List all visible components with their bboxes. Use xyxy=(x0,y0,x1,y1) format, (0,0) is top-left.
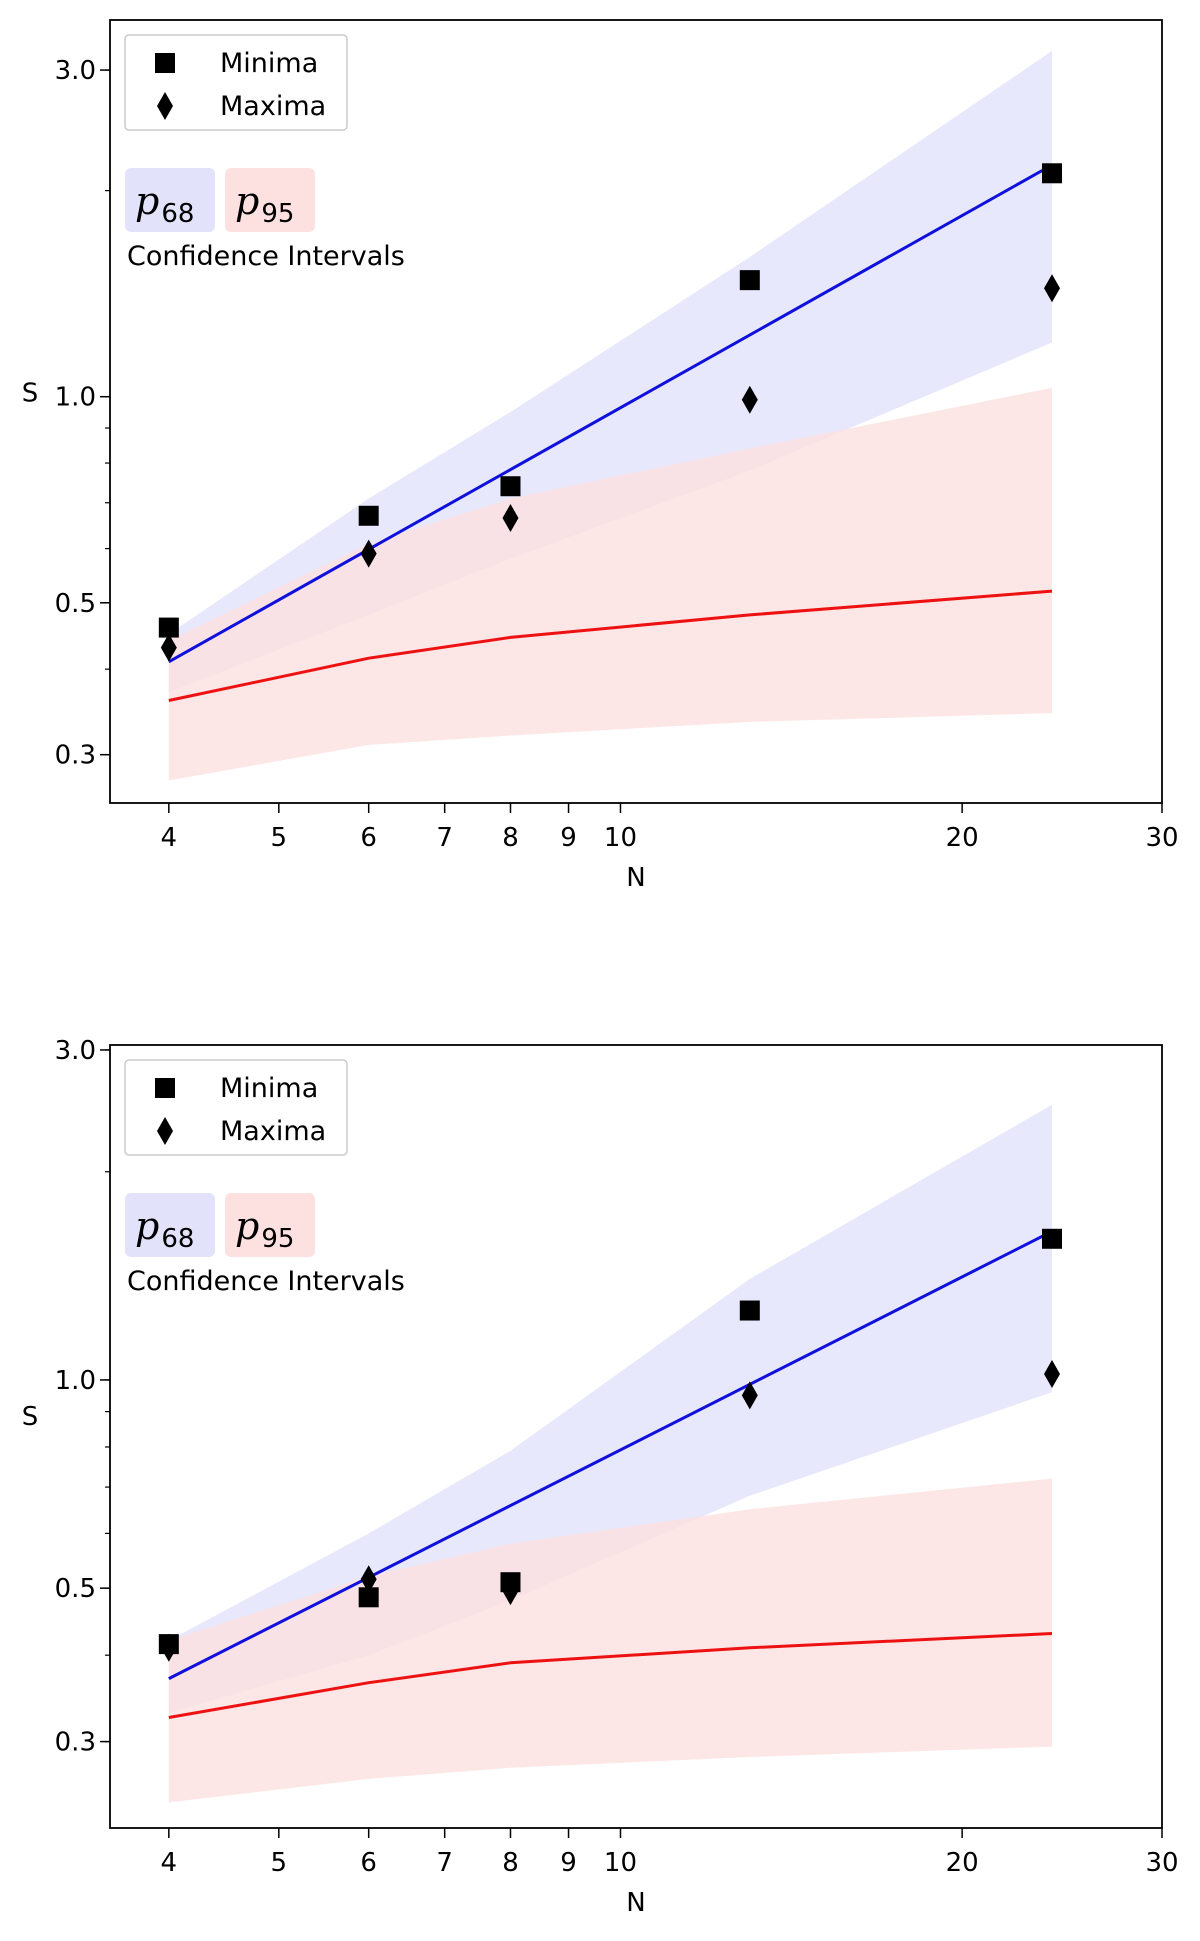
chart-panel-1: 4 5 6 7 8 9 10 20 30 0.3 0.5 1.0 3.0 N S Minima Maxima p6… xyxy=(22,19,1179,893)
confidence-legend: p68 p95 Confidence Intervals xyxy=(125,168,405,272)
fit-line-3 xyxy=(168,1632,1053,1719)
p68-swatch xyxy=(125,1193,215,1257)
x-tick-label: 30 xyxy=(1145,823,1178,853)
legend-diamond-marker xyxy=(157,92,173,120)
minima-point xyxy=(158,617,179,638)
x-tick-label: 30 xyxy=(1145,1848,1178,1878)
p95-symbol: p95 xyxy=(235,1204,294,1254)
x-tick-label: 10 xyxy=(604,1848,637,1878)
x-tick-label: 20 xyxy=(946,1848,979,1878)
y-tick-label: 1.0 xyxy=(55,1366,96,1396)
x-tick-label: 4 xyxy=(161,823,178,853)
x-tick-label: 5 xyxy=(271,1848,288,1878)
legend-label-maxima: Maxima xyxy=(220,91,326,122)
y-tick-label: 0.3 xyxy=(55,1728,96,1758)
x-tick-label: 9 xyxy=(560,823,577,853)
maxima-point xyxy=(160,633,177,662)
x-tick-label: 10 xyxy=(604,823,637,853)
fit-line-2 xyxy=(168,163,1053,664)
p95-swatch xyxy=(225,1193,315,1257)
maxima-point xyxy=(360,1565,377,1594)
x-tick-label: 6 xyxy=(360,1848,377,1878)
x-tick-label: 9 xyxy=(560,1848,577,1878)
x-tick-label: 20 xyxy=(946,823,979,853)
y-axis-label: S xyxy=(22,379,39,409)
x-tick-label: 5 xyxy=(271,823,288,853)
confidence-caption: Confidence Intervals xyxy=(127,241,405,272)
legend-label-minima: Minima xyxy=(220,1073,318,1104)
x-tick-label: 7 xyxy=(436,823,453,853)
x-axis-label: N xyxy=(626,863,645,893)
minima-point xyxy=(739,1300,760,1321)
y-tick-label: 3.0 xyxy=(55,56,96,86)
confidence-legend: p68 p95 Confidence Intervals xyxy=(125,1193,405,1297)
y-tick-label: 0.5 xyxy=(55,589,96,619)
plot-frame xyxy=(109,19,1163,804)
maxima-point xyxy=(502,1577,519,1606)
y-tick-label: 0.5 xyxy=(55,1574,96,1604)
maxima-point xyxy=(160,1633,177,1662)
maxima-point xyxy=(741,1381,758,1410)
x-tick-label: 6 xyxy=(360,823,377,853)
y-tick-label: 1.0 xyxy=(55,383,96,413)
marker-legend: Minima Maxima xyxy=(124,34,348,131)
legend-box xyxy=(124,34,348,131)
legend-label-maxima: Maxima xyxy=(220,1116,326,1147)
minima-point xyxy=(500,476,521,497)
fit-line-2 xyxy=(168,1230,1053,1680)
maxima-point xyxy=(360,539,377,568)
x-axis-label: N xyxy=(626,1888,645,1918)
p95-swatch xyxy=(225,168,315,232)
x-tick-label: 4 xyxy=(161,1848,178,1878)
confidence-caption: Confidence Intervals xyxy=(127,1266,405,1297)
plot-frame xyxy=(109,1044,1163,1829)
legend-label-minima: Minima xyxy=(220,48,318,79)
x-tick-label: 8 xyxy=(502,823,519,853)
minima-point xyxy=(358,1587,379,1608)
p68-symbol: p68 xyxy=(135,1204,194,1254)
maxima-point xyxy=(502,504,519,533)
legend-diamond-marker xyxy=(157,1117,173,1145)
minima-point xyxy=(739,270,760,291)
confidence-band-5 xyxy=(168,387,1053,781)
confidence-band-4 xyxy=(168,50,1053,693)
maxima-point xyxy=(1044,274,1061,303)
fit-line-3 xyxy=(168,589,1053,702)
chart-panel-2: 4 5 6 7 8 9 10 20 30 0.3 0.5 1.0 3.0 N S Minima Maxima p6… xyxy=(22,1036,1179,1918)
legend-square-marker xyxy=(155,53,175,73)
p68-symbol: p68 xyxy=(135,179,194,229)
maxima-point xyxy=(1044,1360,1061,1389)
x-tick-label: 7 xyxy=(436,1848,453,1878)
minima-point xyxy=(1042,1228,1063,1249)
minima-point xyxy=(358,505,379,526)
confidence-band-4 xyxy=(168,1104,1053,1713)
maxima-point xyxy=(741,385,758,414)
legend-box xyxy=(124,1059,348,1156)
p68-swatch xyxy=(125,168,215,232)
y-axis-label: S xyxy=(22,1402,39,1432)
y-tick-label: 0.3 xyxy=(55,741,96,771)
marker-legend: Minima Maxima xyxy=(124,1059,348,1156)
legend-square-marker xyxy=(155,1078,175,1098)
confidence-band-5 xyxy=(168,1478,1053,1803)
p95-symbol: p95 xyxy=(235,179,294,229)
x-tick-label: 8 xyxy=(502,1848,519,1878)
y-tick-label: 3.0 xyxy=(55,1036,96,1066)
minima-point xyxy=(1042,163,1063,184)
